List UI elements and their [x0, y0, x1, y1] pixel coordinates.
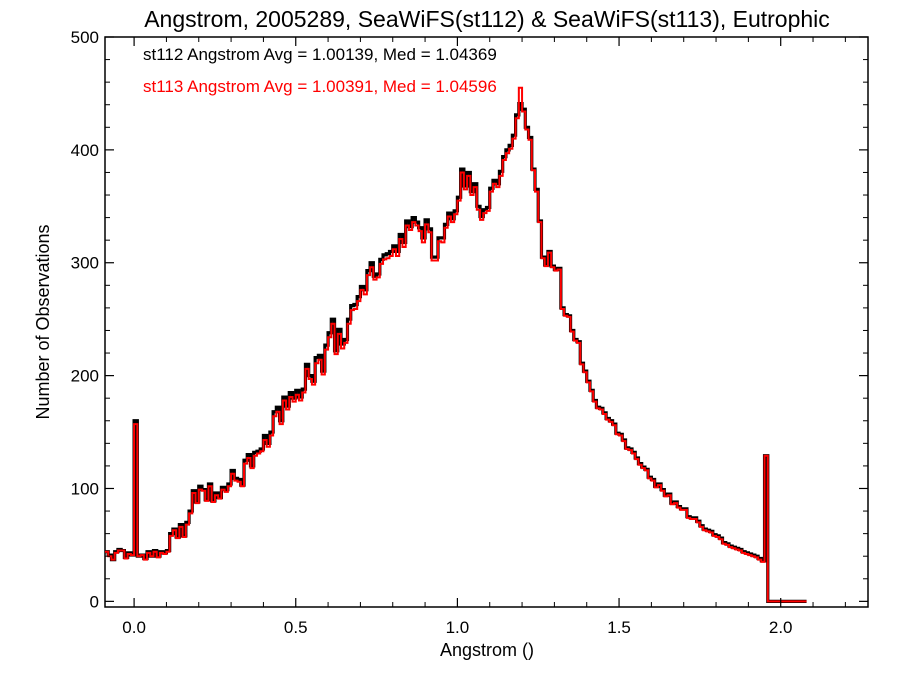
x-tick-label: 0.0 — [122, 618, 146, 637]
y-axis-label: Number of Observations — [33, 224, 53, 419]
y-tick-label: 300 — [71, 254, 99, 273]
x-tick-label: 0.5 — [284, 618, 308, 637]
y-tick-label: 400 — [71, 141, 99, 160]
x-axis-label: Angstrom () — [440, 640, 534, 660]
y-tick-label: 100 — [71, 479, 99, 498]
series-layer — [105, 86, 807, 603]
plot-frame — [104, 36, 869, 608]
axes-layer: 0.0 0.5 1.0 1.5 2.0 0 100 200 300 400 500 — [71, 28, 868, 637]
x-tick-label: 1.0 — [446, 618, 470, 637]
y-tick-label: 200 — [71, 367, 99, 386]
series-st113-line — [105, 86, 807, 603]
x-tick-label: 1.5 — [607, 618, 631, 637]
y-tick-label: 500 — [71, 28, 99, 47]
annotation-st112: st112 Angstrom Avg = 1.00139, Med = 1.04… — [143, 45, 497, 64]
x-tick-label: 2.0 — [769, 618, 793, 637]
annotation-st113: st113 Angstrom Avg = 1.00391, Med = 1.04… — [143, 77, 497, 96]
chart-title: Angstrom, 2005289, SeaWiFS(st112) & SeaW… — [144, 6, 830, 32]
y-tick-label: 0 — [90, 592, 99, 611]
